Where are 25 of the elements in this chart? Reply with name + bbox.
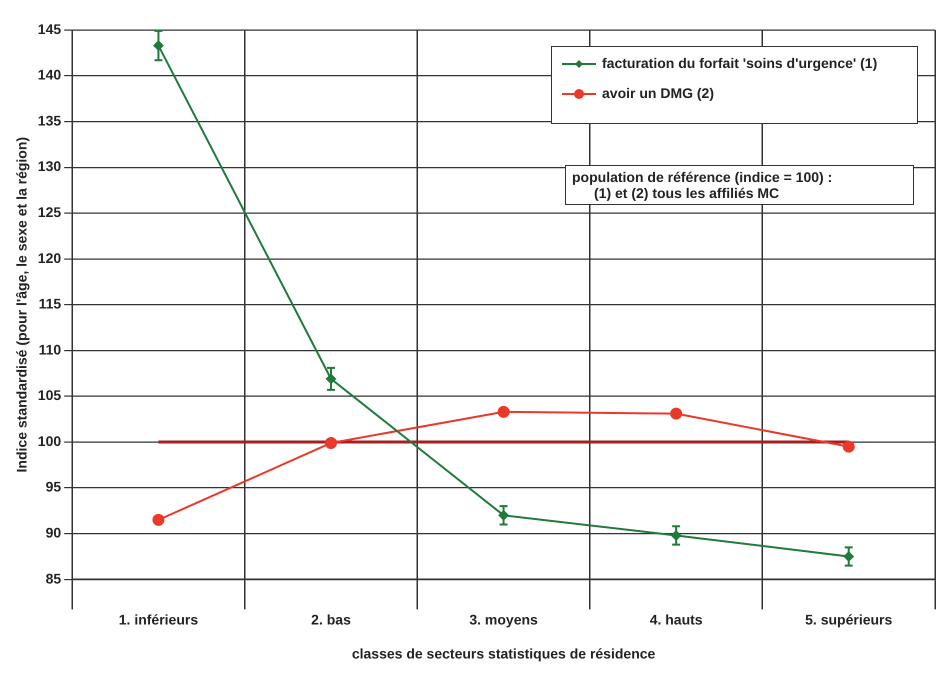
legend-label: facturation du forfait 'soins d'urgence' (1) xyxy=(602,55,878,71)
y-tick-label: 100 xyxy=(38,432,62,449)
x-tick-label: 1. inférieurs xyxy=(118,612,198,628)
y-tick-label: 135 xyxy=(38,112,62,128)
x-tick-label: 5. supérieurs xyxy=(805,612,893,628)
y-tick-label: 125 xyxy=(38,204,62,220)
y-tick-label: 85 xyxy=(46,570,62,586)
annotation: population de référence (indice = 100) : xyxy=(572,169,834,185)
y-axis-title: Indice standardisé (pour l'âge, le sexe et la région) xyxy=(13,136,30,472)
x-tick-label: 4. hauts xyxy=(650,612,703,628)
y-tick-label: 105 xyxy=(38,387,62,404)
annotation: (1) et (2) tous les affiliés MC xyxy=(593,185,780,201)
y-tick-label: 90 xyxy=(46,524,62,540)
x-axis-title: classes de secteurs statistiques de résidence xyxy=(352,645,656,662)
y-tick-label: 120 xyxy=(38,250,62,266)
y-tick-label: 140 xyxy=(38,66,62,83)
y-tick-label: 130 xyxy=(38,158,62,174)
note-box: population de référence (indice = 100) : (1) et (2) tous les affiliés MC xyxy=(565,165,914,205)
y-tick-label: 110 xyxy=(38,341,62,358)
y-tick-label: 95 xyxy=(46,478,62,495)
x-tick-label: 2. bas xyxy=(311,612,352,628)
x-tick-label: 3. moyens xyxy=(469,612,538,628)
y-tick-label: 145 xyxy=(38,20,62,37)
y-tick-label: 115 xyxy=(38,296,62,312)
legend-label: avoir un DMG (2) xyxy=(602,85,714,101)
